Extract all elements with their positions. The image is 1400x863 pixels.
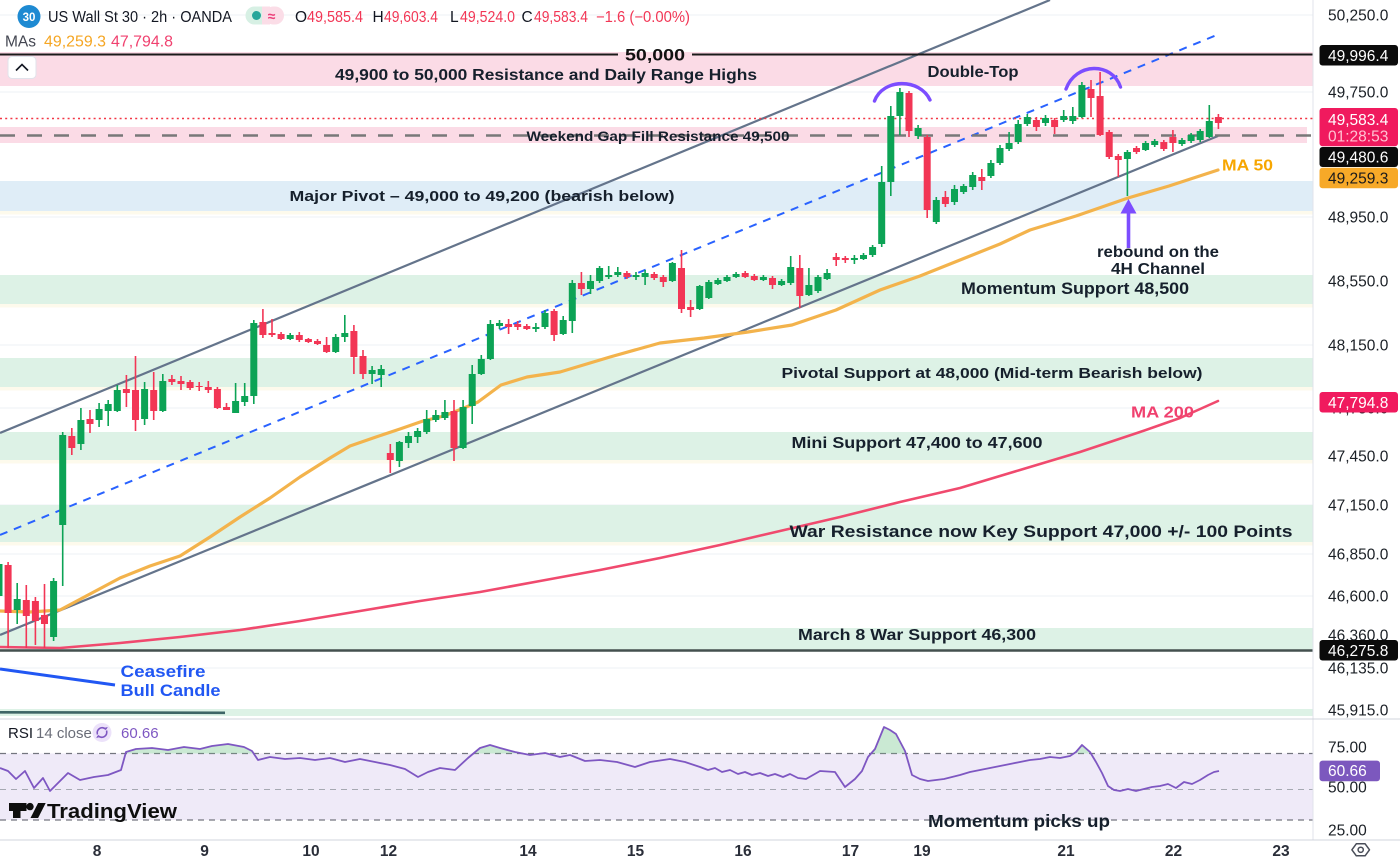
svg-text:L: L [450, 9, 459, 26]
svg-text:48,550.0: 48,550.0 [1328, 274, 1389, 291]
svg-text:19: 19 [913, 843, 931, 860]
svg-text:rebound on the: rebound on the [1097, 244, 1219, 261]
svg-text:Bull Candle: Bull Candle [121, 682, 221, 700]
svg-text:01:28:53: 01:28:53 [1328, 129, 1388, 146]
svg-text:50.00: 50.00 [1328, 780, 1367, 797]
svg-text:War Resistance now Key Support: War Resistance now Key Support 47,000 +/… [790, 523, 1293, 541]
svg-text:17: 17 [842, 843, 859, 860]
svg-text:22: 22 [1165, 843, 1182, 860]
svg-text:14 close: 14 close [36, 725, 92, 742]
svg-text:Major Pivot – 49,000 to 49,200: Major Pivot – 49,000 to 49,200 (bearish … [290, 188, 675, 205]
svg-text:Double-Top: Double-Top [928, 64, 1019, 81]
svg-text:47,450.0: 47,450.0 [1328, 449, 1389, 466]
svg-text:Momentum picks up: Momentum picks up [928, 811, 1110, 831]
svg-text:46,600.0: 46,600.0 [1328, 589, 1389, 606]
svg-text:49,524.0: 49,524.0 [460, 9, 515, 26]
svg-text:49,996.4: 49,996.4 [1328, 48, 1389, 65]
svg-text:March 8 War Support 46,300: March 8 War Support 46,300 [798, 627, 1036, 644]
svg-text:15: 15 [627, 843, 645, 860]
svg-text:60.66: 60.66 [121, 725, 159, 742]
svg-text:Ceasefire: Ceasefire [121, 663, 206, 681]
svg-text:23: 23 [1272, 843, 1290, 860]
svg-text:Momentum Support 48,500: Momentum Support 48,500 [961, 280, 1189, 298]
svg-text:12: 12 [380, 843, 397, 860]
svg-text:O: O [295, 9, 307, 26]
svg-text:Pivotal Support at 48,000 (Mid: Pivotal Support at 48,000 (Mid-term Bear… [782, 365, 1203, 382]
svg-text:Mini Support 47,400 to 47,600: Mini Support 47,400 to 47,600 [792, 435, 1043, 452]
svg-text:49,259.3: 49,259.3 [44, 34, 106, 51]
svg-text:MA 200: MA 200 [1131, 405, 1194, 422]
svg-text:46,275.8: 46,275.8 [1328, 643, 1388, 660]
svg-text:TradingView: TradingView [47, 801, 177, 823]
svg-text:46,135.0: 46,135.0 [1328, 661, 1389, 678]
svg-text:49,583.4: 49,583.4 [534, 9, 588, 26]
svg-text:16: 16 [734, 843, 752, 860]
svg-text:49,585.4: 49,585.4 [307, 9, 363, 26]
svg-text:−1.6 (−0.00%): −1.6 (−0.00%) [596, 9, 690, 26]
svg-text:4H Channel: 4H Channel [1111, 261, 1205, 278]
svg-text:9: 9 [200, 843, 209, 860]
svg-text:49,750.0: 49,750.0 [1328, 85, 1389, 102]
svg-text:48,950.0: 48,950.0 [1328, 210, 1389, 227]
svg-text:47,150.0: 47,150.0 [1328, 498, 1389, 515]
svg-text:MAs: MAs [5, 34, 36, 51]
svg-text:14: 14 [519, 843, 537, 860]
svg-text:MA 50: MA 50 [1222, 158, 1273, 175]
svg-text:50,000: 50,000 [625, 47, 685, 65]
svg-text:RSI: RSI [8, 725, 33, 742]
svg-text:47,794.8: 47,794.8 [1328, 395, 1388, 412]
svg-text:H: H [373, 9, 384, 26]
svg-text:45,915.0: 45,915.0 [1328, 703, 1389, 720]
svg-text:30: 30 [23, 12, 36, 24]
svg-text:49,603.4: 49,603.4 [384, 9, 438, 26]
svg-text:60.66: 60.66 [1328, 763, 1367, 780]
svg-text:48,150.0: 48,150.0 [1328, 338, 1389, 355]
svg-text:49,583.4: 49,583.4 [1328, 112, 1389, 129]
svg-text:75.00: 75.00 [1328, 740, 1367, 757]
svg-text:50,250.0: 50,250.0 [1328, 8, 1389, 25]
svg-text:46,850.0: 46,850.0 [1328, 547, 1389, 564]
svg-text:C: C [522, 9, 533, 26]
svg-text:Weekend Gap Fill Resistance 49: Weekend Gap Fill Resistance 49,500 [527, 129, 790, 144]
svg-text:25.00: 25.00 [1328, 823, 1367, 840]
svg-text:21: 21 [1057, 843, 1075, 860]
svg-text:US Wall St 30 · 2h · OANDA: US Wall St 30 · 2h · OANDA [48, 9, 233, 26]
svg-text:49,259.3: 49,259.3 [1328, 171, 1388, 188]
svg-text:10: 10 [302, 843, 319, 860]
svg-text:49,480.6: 49,480.6 [1328, 150, 1388, 167]
svg-text:47,794.8: 47,794.8 [111, 34, 173, 51]
svg-text:8: 8 [93, 843, 102, 860]
svg-text:≈: ≈ [268, 8, 276, 24]
svg-text:49,900 to 50,000 Resistance an: 49,900 to 50,000 Resistance and Daily Ra… [335, 67, 757, 84]
